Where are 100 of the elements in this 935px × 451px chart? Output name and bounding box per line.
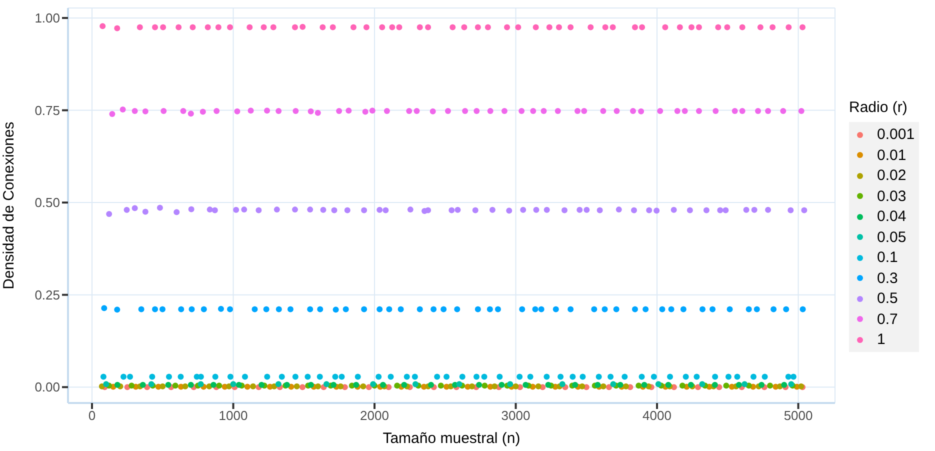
legend-label: 0.1 — [877, 249, 898, 266]
point — [300, 24, 306, 30]
legend-label: 0.02 — [877, 167, 906, 184]
point — [444, 374, 450, 380]
x-tick-label: 4000 — [642, 408, 672, 424]
point — [755, 108, 762, 114]
point — [106, 210, 112, 217]
point — [430, 108, 436, 114]
point — [178, 306, 184, 312]
point — [646, 207, 652, 214]
point — [579, 383, 586, 390]
point — [174, 209, 180, 216]
point — [481, 374, 488, 380]
point — [558, 374, 564, 380]
point — [680, 306, 686, 312]
point — [486, 306, 493, 312]
point — [602, 24, 608, 30]
point — [100, 23, 106, 30]
point — [180, 108, 186, 114]
point — [361, 207, 368, 214]
point — [275, 381, 282, 388]
point — [384, 108, 390, 114]
point — [394, 382, 400, 389]
point — [545, 382, 552, 388]
point — [101, 305, 108, 312]
point — [292, 24, 298, 30]
point — [440, 306, 447, 312]
point — [360, 383, 366, 390]
point — [538, 306, 544, 312]
point — [522, 382, 529, 388]
point — [474, 374, 480, 380]
point — [241, 206, 248, 213]
point — [667, 374, 674, 380]
point — [114, 25, 120, 32]
point — [428, 382, 434, 388]
point — [425, 207, 432, 214]
point — [264, 374, 270, 380]
point — [512, 383, 519, 390]
point — [120, 106, 126, 113]
point — [166, 374, 172, 380]
point — [450, 24, 456, 30]
point — [574, 108, 580, 114]
point — [316, 374, 323, 380]
point — [103, 381, 110, 388]
point — [674, 108, 680, 114]
point — [496, 374, 503, 380]
legend-label: 0.01 — [877, 146, 906, 164]
point — [308, 382, 314, 388]
point — [530, 108, 536, 114]
point — [307, 206, 314, 213]
point — [710, 306, 716, 312]
point — [632, 306, 638, 312]
point — [230, 381, 236, 388]
point — [236, 382, 242, 388]
point — [414, 108, 420, 114]
point — [498, 382, 505, 388]
point — [494, 306, 501, 312]
point — [212, 207, 218, 214]
point — [188, 382, 194, 388]
point — [278, 374, 285, 380]
point — [606, 384, 612, 390]
point — [581, 108, 588, 114]
point — [398, 306, 404, 312]
point — [639, 24, 646, 30]
point — [320, 206, 326, 213]
point — [142, 108, 148, 114]
point — [204, 24, 211, 30]
point — [554, 108, 561, 114]
point — [124, 206, 130, 213]
point — [576, 206, 583, 213]
point — [535, 383, 542, 390]
point — [323, 381, 330, 388]
point — [132, 205, 138, 212]
point — [638, 374, 645, 380]
point — [703, 207, 710, 214]
point — [274, 206, 280, 213]
point — [632, 24, 638, 30]
point — [600, 383, 606, 390]
point — [160, 383, 166, 390]
point — [227, 24, 234, 30]
point — [699, 381, 706, 388]
point — [519, 306, 526, 312]
point — [516, 374, 523, 380]
point — [489, 206, 496, 213]
point — [616, 206, 622, 213]
point — [655, 381, 662, 388]
point — [758, 382, 765, 388]
point — [506, 208, 512, 214]
point — [696, 24, 702, 30]
point — [276, 306, 282, 312]
point — [770, 24, 776, 30]
point — [798, 108, 804, 114]
point — [198, 381, 204, 388]
point — [783, 306, 790, 312]
point — [215, 24, 222, 30]
point — [474, 306, 481, 312]
point — [544, 206, 550, 213]
point — [165, 382, 172, 388]
point — [438, 382, 444, 389]
point — [100, 374, 106, 380]
